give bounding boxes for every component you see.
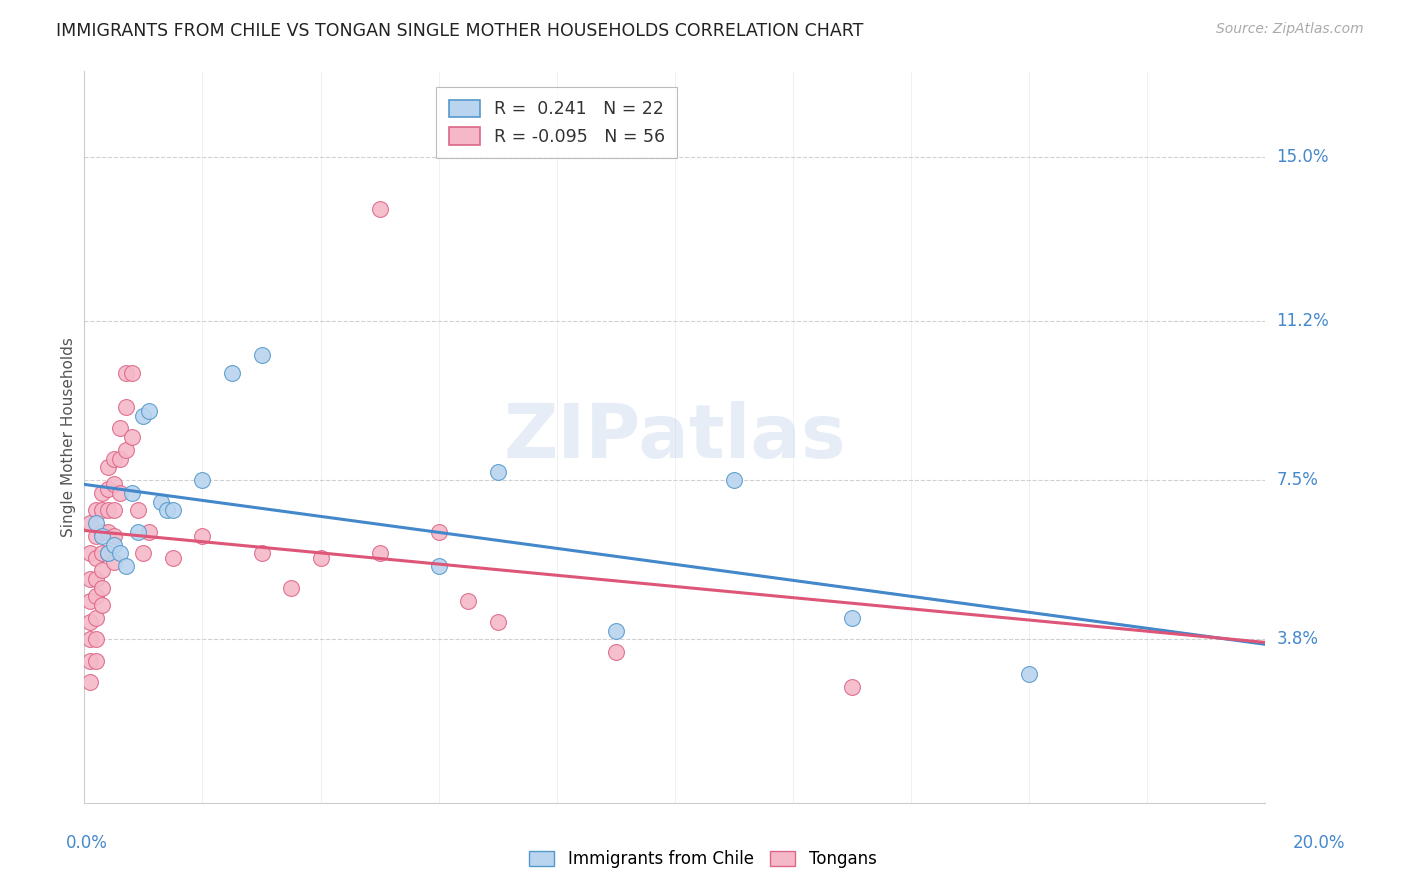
Point: [368, 202, 391, 216]
Point: [79, 572, 101, 586]
Point: [84, 550, 107, 565]
Point: [309, 550, 332, 565]
Legend: Immigrants from Chile, Tongans: Immigrants from Chile, Tongans: [523, 844, 883, 875]
Point: [250, 348, 273, 362]
Point: [108, 421, 131, 435]
Point: [605, 645, 627, 659]
Point: [114, 366, 136, 380]
Point: [84, 589, 107, 603]
Point: [79, 593, 101, 607]
Point: [841, 680, 863, 694]
Point: [486, 615, 509, 629]
Point: [486, 465, 509, 479]
Point: [84, 611, 107, 625]
Point: [427, 524, 450, 539]
Point: [191, 473, 214, 487]
Point: [121, 430, 143, 444]
Point: [97, 503, 120, 517]
Point: [457, 593, 479, 607]
Point: [280, 581, 302, 595]
Text: 15.0%: 15.0%: [1277, 148, 1329, 167]
Point: [841, 611, 863, 625]
Point: [1018, 666, 1040, 681]
Point: [103, 529, 125, 543]
Point: [138, 524, 160, 539]
Point: [84, 632, 107, 647]
Point: [84, 572, 107, 586]
Point: [79, 632, 101, 647]
Point: [114, 400, 136, 414]
Point: [605, 624, 627, 638]
Point: [250, 546, 273, 560]
Point: [91, 503, 114, 517]
Point: [156, 503, 179, 517]
Point: [103, 451, 125, 466]
Point: [97, 524, 120, 539]
Point: [91, 524, 114, 539]
Text: 11.2%: 11.2%: [1277, 312, 1329, 330]
Point: [91, 564, 114, 578]
Text: 20.0%: 20.0%: [1292, 834, 1346, 852]
Point: [84, 529, 107, 543]
Text: Source: ZipAtlas.com: Source: ZipAtlas.com: [1216, 22, 1364, 37]
Text: ZIPatlas: ZIPatlas: [503, 401, 846, 474]
Point: [723, 473, 745, 487]
Point: [191, 529, 214, 543]
Point: [121, 366, 143, 380]
Point: [114, 559, 136, 574]
Point: [108, 546, 131, 560]
Point: [103, 555, 125, 569]
Point: [97, 460, 120, 475]
Point: [79, 516, 101, 530]
Point: [84, 654, 107, 668]
Text: 7.5%: 7.5%: [1277, 471, 1319, 489]
Point: [368, 546, 391, 560]
Point: [162, 503, 184, 517]
Text: IMMIGRANTS FROM CHILE VS TONGAN SINGLE MOTHER HOUSEHOLDS CORRELATION CHART: IMMIGRANTS FROM CHILE VS TONGAN SINGLE M…: [56, 22, 863, 40]
Point: [162, 550, 184, 565]
Point: [103, 503, 125, 517]
Point: [103, 477, 125, 491]
Point: [427, 559, 450, 574]
Point: [97, 546, 120, 560]
Text: 3.8%: 3.8%: [1277, 631, 1319, 648]
Point: [108, 486, 131, 500]
Point: [91, 486, 114, 500]
Point: [84, 503, 107, 517]
Point: [97, 482, 120, 496]
Point: [91, 598, 114, 612]
Point: [91, 529, 114, 543]
Point: [79, 654, 101, 668]
Point: [91, 546, 114, 560]
Point: [103, 538, 125, 552]
Text: 0.0%: 0.0%: [66, 834, 108, 852]
Point: [138, 404, 160, 418]
Point: [221, 366, 243, 380]
Point: [127, 524, 149, 539]
Point: [114, 442, 136, 457]
Point: [91, 581, 114, 595]
Point: [108, 451, 131, 466]
Point: [132, 546, 155, 560]
Point: [79, 615, 101, 629]
Point: [79, 546, 101, 560]
Point: [97, 546, 120, 560]
Legend: R =  0.241   N = 22, R = -0.095   N = 56: R = 0.241 N = 22, R = -0.095 N = 56: [436, 87, 678, 158]
Point: [84, 516, 107, 530]
Point: [79, 675, 101, 690]
Point: [132, 409, 155, 423]
Y-axis label: Single Mother Households: Single Mother Households: [60, 337, 76, 537]
Point: [121, 486, 143, 500]
Point: [150, 494, 173, 508]
Point: [127, 503, 149, 517]
